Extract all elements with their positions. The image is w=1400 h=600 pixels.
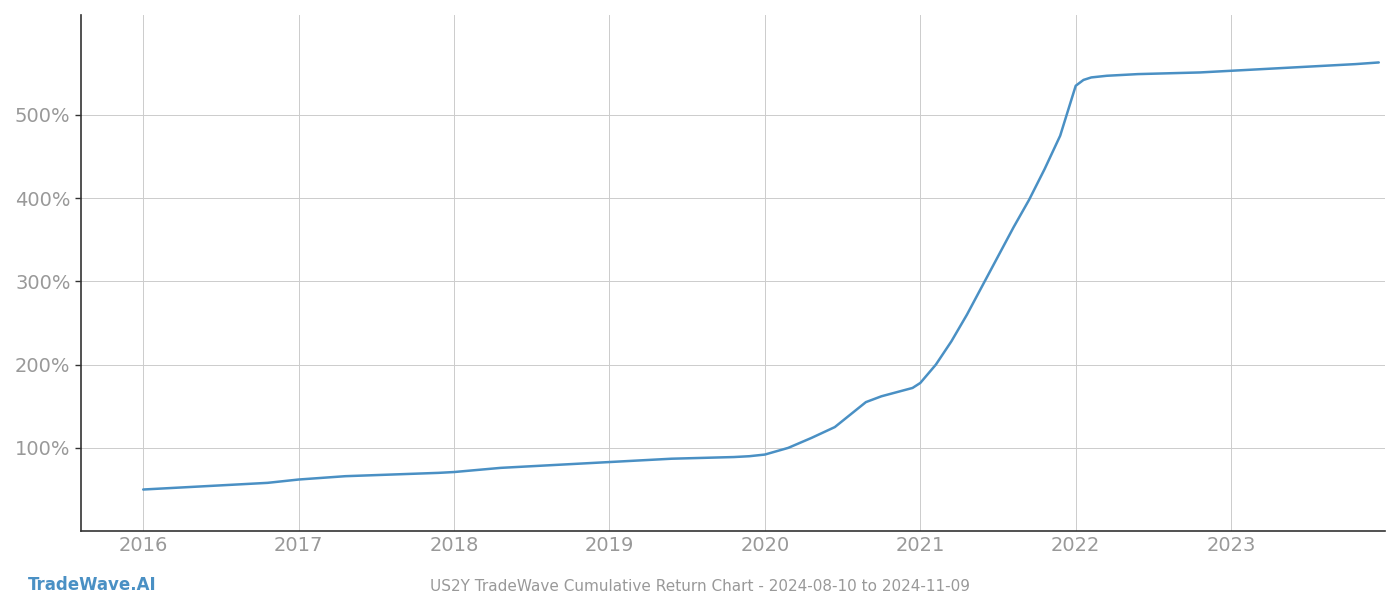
Text: TradeWave.AI: TradeWave.AI: [28, 576, 157, 594]
Text: US2Y TradeWave Cumulative Return Chart - 2024-08-10 to 2024-11-09: US2Y TradeWave Cumulative Return Chart -…: [430, 579, 970, 594]
